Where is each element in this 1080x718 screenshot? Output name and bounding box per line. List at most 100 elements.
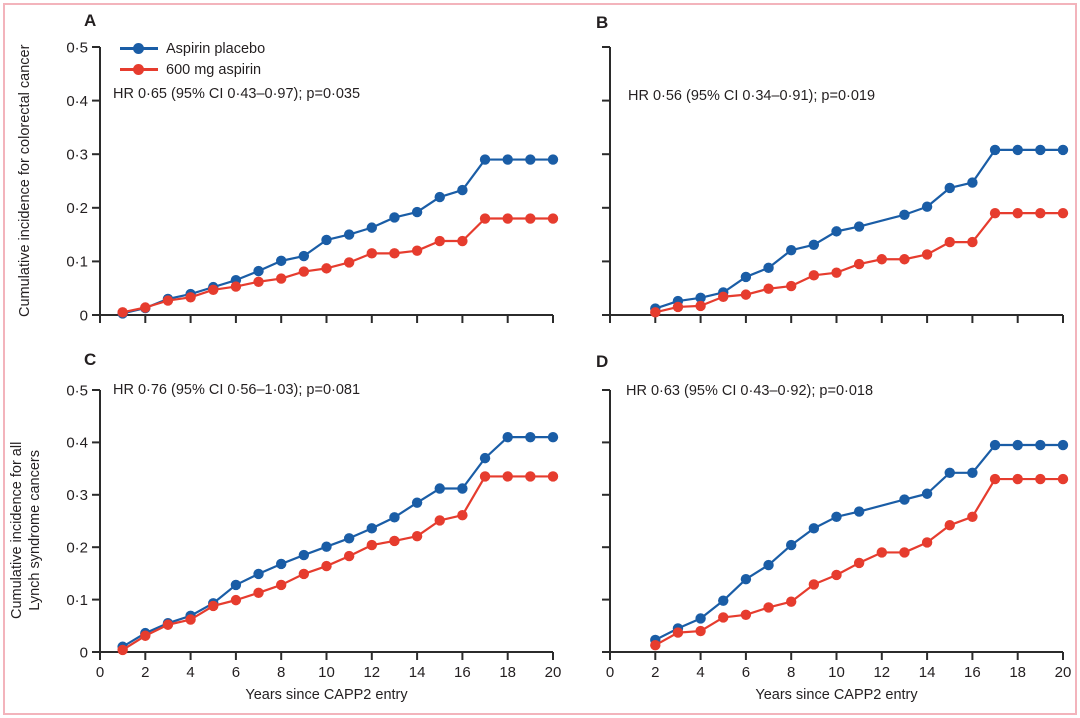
panel-c-y-axis-title: Cumulative incidence for all Lynch syndr… xyxy=(8,442,44,619)
series-point-placebo xyxy=(298,250,310,262)
x-tick-label: 12 xyxy=(873,664,890,681)
series-point-aspirin xyxy=(525,471,536,482)
series-point-aspirin xyxy=(672,627,684,638)
x-tick-label: 18 xyxy=(499,664,516,681)
series-point-placebo xyxy=(899,209,910,220)
y-tick-label: 0·2 xyxy=(66,200,88,217)
y-tick-label: 0·1 xyxy=(66,592,88,609)
panel-c-x-axis-title: Years since CAPP2 entry xyxy=(245,687,408,703)
aspirin-line-marker-icon xyxy=(120,63,158,76)
series-line-aspirin xyxy=(122,475,553,651)
x-tick-label: 8 xyxy=(277,664,285,681)
series-point-placebo xyxy=(411,206,423,218)
series-point-aspirin xyxy=(343,550,355,562)
series-point-aspirin xyxy=(253,587,264,598)
series-point-aspirin xyxy=(389,248,400,259)
series-point-aspirin xyxy=(321,263,332,274)
series-point-aspirin xyxy=(230,594,242,606)
series-point-placebo xyxy=(434,191,445,203)
panel-c-y-axis-title-line2: Lynch syndrome cancers xyxy=(27,450,43,611)
panel-a: 0 0·1 0·2 0·3 0·4 0·5 xyxy=(66,39,559,324)
series-point-placebo xyxy=(434,483,445,494)
series-point-placebo xyxy=(1012,439,1023,451)
series-point-aspirin xyxy=(650,307,661,318)
series-point-aspirin xyxy=(899,547,910,558)
y-tick-label: 0·2 xyxy=(66,539,88,556)
panel-b-letter: B xyxy=(596,13,609,32)
series-point-placebo xyxy=(479,452,491,464)
legend-item-aspirin: 600 mg aspirin xyxy=(120,59,265,80)
series-point-placebo xyxy=(831,226,842,237)
series-point-aspirin xyxy=(411,245,423,256)
x-tick-label: 6 xyxy=(232,664,240,681)
panel-b xyxy=(602,46,1069,323)
series-point-placebo xyxy=(1035,144,1046,156)
series-point-placebo xyxy=(853,221,865,232)
y-tick-label: 0·3 xyxy=(66,146,88,163)
series-point-placebo xyxy=(457,184,468,196)
series-point-aspirin xyxy=(650,639,661,651)
series-point-placebo xyxy=(525,431,536,443)
series-point-aspirin xyxy=(525,213,536,224)
series-point-placebo xyxy=(831,511,842,523)
series-point-aspirin xyxy=(921,249,933,260)
series-point-aspirin xyxy=(457,510,468,521)
series-point-aspirin xyxy=(1035,207,1046,219)
series-point-aspirin xyxy=(479,471,491,482)
series-point-aspirin xyxy=(276,579,287,591)
series-point-placebo xyxy=(502,431,513,443)
x-tick-label: 14 xyxy=(919,664,936,681)
series-point-placebo xyxy=(944,467,955,478)
series-point-placebo xyxy=(921,488,933,499)
panel-c: 0 0·1 0·2 0·3 0·4 0·5 0 2 4 6 8 10 12 14 16 18 20 xyxy=(66,382,561,681)
x-tick-label: 4 xyxy=(186,664,194,681)
series-point-placebo xyxy=(695,292,706,304)
panel-a-letter: A xyxy=(84,11,97,30)
x-tick-label: 12 xyxy=(363,664,380,681)
series-point-aspirin xyxy=(1057,207,1069,219)
series-point-aspirin xyxy=(343,257,355,268)
series-point-placebo xyxy=(411,497,423,508)
series-point-aspirin xyxy=(366,539,377,551)
x-tick-label: 18 xyxy=(1009,664,1026,681)
series-point-aspirin xyxy=(366,248,377,259)
y-tick-label: 0 xyxy=(80,644,88,661)
series-point-placebo xyxy=(921,201,933,212)
y-tick-label: 0·4 xyxy=(66,435,88,452)
series-point-aspirin xyxy=(547,213,559,224)
legend-label-placebo: Aspirin placebo xyxy=(166,40,266,57)
series-point-aspirin xyxy=(411,530,423,542)
series-point-aspirin xyxy=(808,579,820,590)
series-point-placebo xyxy=(502,154,513,165)
series-point-aspirin xyxy=(718,291,729,302)
legend: Aspirin placebo 600 mg aspirin xyxy=(120,38,265,80)
series-point-aspirin xyxy=(944,519,955,531)
series-point-aspirin xyxy=(389,535,400,547)
series-point-placebo xyxy=(547,154,559,165)
series-point-placebo xyxy=(853,506,865,517)
series-point-aspirin xyxy=(763,283,774,294)
series-point-aspirin xyxy=(321,560,332,572)
series-point-placebo xyxy=(389,212,400,223)
panel-d-x-axis-title: Years since CAPP2 entry xyxy=(755,687,918,703)
x-tick-label: 20 xyxy=(545,664,562,681)
series-point-aspirin xyxy=(695,625,706,637)
series-point-placebo xyxy=(253,265,264,277)
series-point-aspirin xyxy=(876,547,887,558)
panel-c-letter: C xyxy=(84,350,97,369)
series-point-aspirin xyxy=(502,213,513,224)
panel-d-hr-annotation: HR 0·63 (95% CI 0·43–0·92); p=0·018 xyxy=(626,383,874,399)
series-point-aspirin xyxy=(298,266,310,277)
series-point-placebo xyxy=(989,439,1001,451)
series-point-placebo xyxy=(989,144,1001,156)
series-point-placebo xyxy=(1057,439,1069,451)
series-point-aspirin xyxy=(831,569,842,581)
y-tick-label: 0·4 xyxy=(66,93,88,110)
series-point-placebo xyxy=(786,539,797,551)
series-point-placebo xyxy=(525,154,536,165)
series-point-aspirin xyxy=(944,236,955,248)
y-tick-label: 0·1 xyxy=(66,254,88,271)
x-tick-label: 4 xyxy=(696,664,704,681)
series-point-placebo xyxy=(786,244,797,256)
x-tick-label: 6 xyxy=(742,664,750,681)
